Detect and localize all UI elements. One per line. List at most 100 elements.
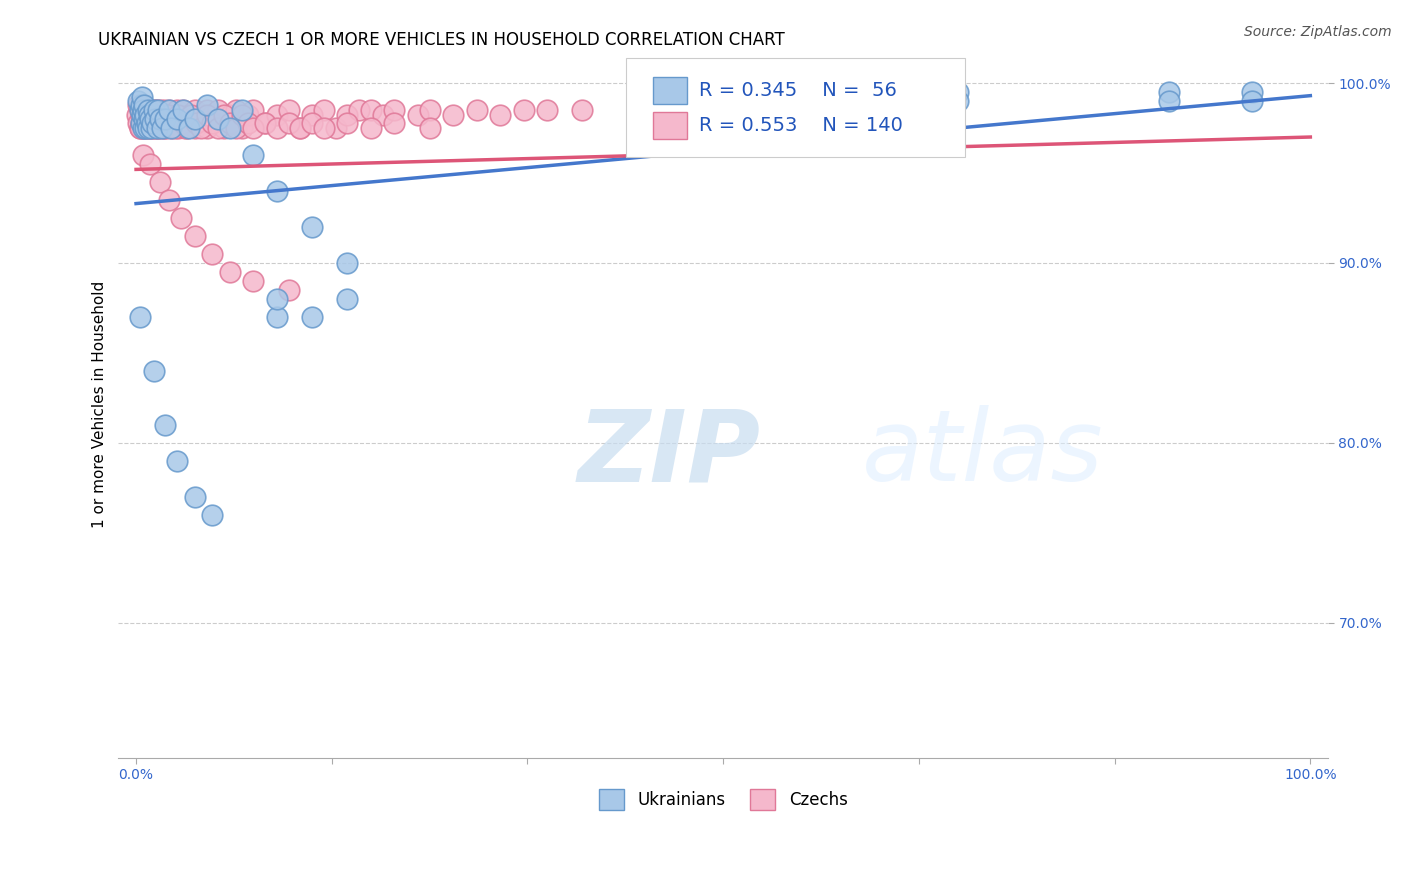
Point <box>142 364 165 378</box>
Point <box>301 219 323 234</box>
Point <box>219 121 242 136</box>
Point <box>419 121 441 136</box>
Point <box>301 115 323 129</box>
Point <box>312 103 335 117</box>
FancyBboxPatch shape <box>627 58 965 157</box>
Point <box>131 115 153 129</box>
Point <box>141 121 163 136</box>
Point <box>163 121 186 136</box>
Point <box>360 121 382 136</box>
Point <box>184 121 207 136</box>
Point <box>201 247 224 261</box>
Point <box>336 108 359 122</box>
Point <box>141 115 163 129</box>
Point <box>231 121 253 136</box>
Point <box>277 103 299 117</box>
Point <box>201 108 224 122</box>
Point <box>166 454 188 468</box>
Point <box>148 103 170 117</box>
Point <box>128 103 150 117</box>
Point <box>155 112 177 126</box>
Point <box>536 103 558 117</box>
Point <box>325 121 347 136</box>
Point <box>184 490 207 504</box>
Point <box>162 108 184 122</box>
Point <box>225 121 247 136</box>
Text: atlas: atlas <box>862 405 1104 502</box>
Point <box>148 103 170 117</box>
Point <box>347 103 370 117</box>
Point <box>156 115 179 129</box>
Point <box>128 310 150 324</box>
Point <box>132 108 155 122</box>
Point <box>384 115 406 129</box>
Y-axis label: 1 or more Vehicles in Household: 1 or more Vehicles in Household <box>93 281 107 528</box>
Point <box>266 184 288 198</box>
Point <box>172 115 194 129</box>
Point <box>190 121 212 136</box>
Point <box>176 121 198 136</box>
Point <box>277 283 299 297</box>
Point <box>170 211 193 225</box>
Point <box>384 103 406 117</box>
Point <box>155 121 177 136</box>
Point <box>128 121 150 136</box>
Point <box>138 115 160 129</box>
Point <box>141 108 163 122</box>
Point <box>145 115 167 129</box>
Point <box>143 112 166 126</box>
Point <box>406 108 429 122</box>
Legend: Ukrainians, Czechs: Ukrainians, Czechs <box>592 783 855 816</box>
Point <box>1240 85 1263 99</box>
Point <box>290 121 312 136</box>
Point <box>146 121 169 136</box>
Point <box>150 108 173 122</box>
Point <box>135 115 157 129</box>
Point <box>136 112 159 126</box>
Point <box>138 108 160 122</box>
Point <box>571 103 593 117</box>
Point <box>219 108 242 122</box>
Point <box>231 103 253 117</box>
Point <box>149 108 172 122</box>
Point <box>131 103 153 117</box>
Point <box>184 103 207 117</box>
Point <box>190 108 212 122</box>
Point <box>142 115 165 129</box>
Point <box>160 115 183 129</box>
Point <box>336 115 359 129</box>
Point <box>134 121 156 136</box>
Point <box>254 115 277 129</box>
Point <box>166 112 188 126</box>
Point <box>172 103 194 117</box>
Point <box>146 103 169 117</box>
Point <box>128 103 150 117</box>
Point <box>242 103 264 117</box>
Point <box>301 108 323 122</box>
Point <box>129 115 152 129</box>
Point <box>129 115 152 129</box>
Point <box>157 103 180 117</box>
Point <box>135 115 157 129</box>
Point <box>195 97 218 112</box>
Point <box>148 121 170 136</box>
Point <box>336 292 359 306</box>
Point <box>139 112 162 126</box>
Point <box>1240 94 1263 108</box>
Point <box>148 115 170 129</box>
Point <box>195 108 218 122</box>
Point <box>219 115 242 129</box>
Point <box>167 108 190 122</box>
Point <box>236 108 259 122</box>
Point <box>129 97 152 112</box>
Point <box>136 121 159 136</box>
Point <box>166 103 188 117</box>
Point <box>132 148 155 162</box>
Text: Source: ZipAtlas.com: Source: ZipAtlas.com <box>1244 25 1392 39</box>
Point <box>143 103 166 117</box>
FancyBboxPatch shape <box>652 77 688 103</box>
Point <box>242 148 264 162</box>
Point <box>134 108 156 122</box>
Point <box>127 108 149 122</box>
Point <box>141 121 163 136</box>
